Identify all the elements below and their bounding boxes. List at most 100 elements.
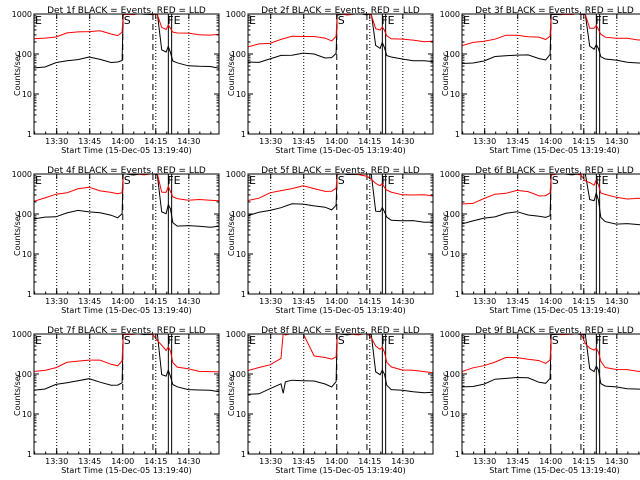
x-tick-label: 14:30 xyxy=(605,297,628,306)
x-axis: 13:30 13:45 14:00 14:15 14:30 xyxy=(34,174,212,306)
x-tick-label: 13:45 xyxy=(506,457,529,466)
marker-e: E xyxy=(463,174,470,187)
y-tick-label: 10 xyxy=(236,250,246,259)
y-axis-label: Counts/sec xyxy=(227,212,236,256)
series-group xyxy=(34,334,219,393)
y-tick-label: 1000 xyxy=(440,170,460,179)
series-group xyxy=(248,334,433,395)
x-axis-label: Start Time (15-Dec-05 13:19:40) xyxy=(61,146,192,155)
y-axis: 1 10 100 1000 xyxy=(440,10,467,139)
x-tick-label: 13:45 xyxy=(292,137,315,146)
lld-line xyxy=(34,14,219,40)
y-tick-label: 10 xyxy=(450,90,460,99)
y-tick-label: 1 xyxy=(27,450,32,459)
y-tick-label: 10 xyxy=(236,410,246,419)
x-axis: 13:30 13:45 14:00 14:15 14:30 xyxy=(248,334,426,466)
y-axis-label: Counts/sec xyxy=(13,372,22,416)
x-tick-label: 13:30 xyxy=(259,297,282,306)
x-tick-label: 14:00 xyxy=(111,297,134,306)
marker-fe: FE xyxy=(381,174,394,187)
panel-title: Det 1f BLACK = Events, RED = LLD xyxy=(47,6,206,16)
marker-e: E xyxy=(35,174,42,187)
events-line xyxy=(462,14,640,64)
panel-title: Det 6f BLACK = Events, RED = LLD xyxy=(475,166,634,176)
y-axis: 1 10 100 1000 xyxy=(226,330,433,459)
y-tick-label: 100 xyxy=(445,50,460,59)
panel-title: Det 5f BLACK = Events, RED = LLD xyxy=(261,166,420,176)
x-axis: 13:30 13:45 14:00 14:15 14:30 xyxy=(462,174,640,306)
events-line xyxy=(248,14,433,63)
y-axis: 1 10 100 1000 xyxy=(440,330,467,459)
y-tick-label: 10 xyxy=(450,250,460,259)
x-tick-label: 13:45 xyxy=(292,457,315,466)
x-tick-label: 13:30 xyxy=(473,137,496,146)
y-axis-label: Counts/sec xyxy=(227,52,236,96)
x-tick-label: 14:00 xyxy=(111,457,134,466)
x-tick-label: 14:00 xyxy=(325,457,348,466)
marker-fe: FE xyxy=(595,334,608,347)
plot-frame xyxy=(247,173,434,295)
x-tick-label: 14:15 xyxy=(358,297,381,306)
y-tick-label: 1000 xyxy=(12,330,32,339)
x-tick-label: 14:00 xyxy=(325,297,348,306)
x-tick-label: 13:45 xyxy=(506,297,529,306)
y-tick-label: 100 xyxy=(17,50,32,59)
marker-s: S xyxy=(338,174,345,187)
y-tick-label: 1 xyxy=(455,130,460,139)
x-tick-label: 14:30 xyxy=(177,297,200,306)
plot-frame xyxy=(461,173,640,295)
y-tick-label: 1 xyxy=(27,290,32,299)
plot-frame xyxy=(33,13,220,135)
marker-e: E xyxy=(249,174,256,187)
x-tick-label: 13:30 xyxy=(259,137,282,146)
y-tick-label: 1 xyxy=(241,290,246,299)
series-group xyxy=(462,174,640,226)
y-tick-label: 1000 xyxy=(12,170,32,179)
x-tick-label: 14:00 xyxy=(325,137,348,146)
y-tick-label: 1 xyxy=(241,130,246,139)
y-axis-label: Counts/sec xyxy=(441,52,450,96)
x-tick-label: 13:30 xyxy=(473,297,496,306)
y-axis-label: Counts/sec xyxy=(227,372,236,416)
marker-fe: FE xyxy=(381,334,394,347)
y-tick-label: 1000 xyxy=(226,170,246,179)
x-tick-label: 14:15 xyxy=(358,457,381,466)
y-axis-label: Counts/sec xyxy=(13,212,22,256)
panel-title: Det 3f BLACK = Events, RED = LLD xyxy=(475,6,634,16)
marker-fe: FE xyxy=(167,14,180,27)
x-axis: 13:30 13:45 14:00 14:15 14:30 xyxy=(462,14,640,146)
x-tick-label: 13:30 xyxy=(473,457,496,466)
y-tick-label: 1 xyxy=(27,130,32,139)
marker-e: E xyxy=(35,14,42,27)
y-axis: 1 10 100 1000 xyxy=(226,10,433,139)
y-axis: 1 10 100 1000 xyxy=(12,330,219,459)
panel-det-8: Det 8f BLACK = Events, RED = LLD 1 10 100 10… xyxy=(226,326,434,475)
panel-det-7: Det 7f BLACK = Events, RED = LLD 1 10 100 10… xyxy=(12,326,220,475)
y-axis-label: Counts/sec xyxy=(441,212,450,256)
y-axis: 1 10 100 1000 xyxy=(226,170,433,299)
y-axis: 1 10 100 1000 xyxy=(12,10,219,139)
y-tick-label: 100 xyxy=(231,210,246,219)
y-tick-label: 1000 xyxy=(440,10,460,19)
x-tick-label: 14:15 xyxy=(144,297,167,306)
panel-title: Det 7f BLACK = Events, RED = LLD xyxy=(47,326,206,336)
x-axis-label: Start Time (15-Dec-05 13:19:40) xyxy=(489,146,620,155)
y-tick-label: 1000 xyxy=(12,10,32,19)
y-tick-label: 1000 xyxy=(440,330,460,339)
marker-s: S xyxy=(552,14,559,27)
y-axis: 1 10 100 1000 xyxy=(12,170,219,299)
x-tick-label: 14:15 xyxy=(572,137,595,146)
series-group xyxy=(34,174,219,228)
x-tick-label: 14:30 xyxy=(391,297,414,306)
y-tick-label: 100 xyxy=(231,50,246,59)
y-tick-label: 10 xyxy=(450,410,460,419)
events-line xyxy=(34,334,219,393)
y-tick-label: 100 xyxy=(17,210,32,219)
y-tick-label: 100 xyxy=(231,370,246,379)
x-tick-label: 14:15 xyxy=(144,457,167,466)
y-axis: 1 10 100 1000 xyxy=(440,170,467,299)
x-tick-label: 13:30 xyxy=(45,297,68,306)
panel-det-3: Det 3f BLACK = Events, RED = LLD 1 10 100 10… xyxy=(440,6,640,155)
x-axis-label: Start Time (15-Dec-05 13:19:40) xyxy=(275,146,406,155)
y-tick-label: 100 xyxy=(445,210,460,219)
